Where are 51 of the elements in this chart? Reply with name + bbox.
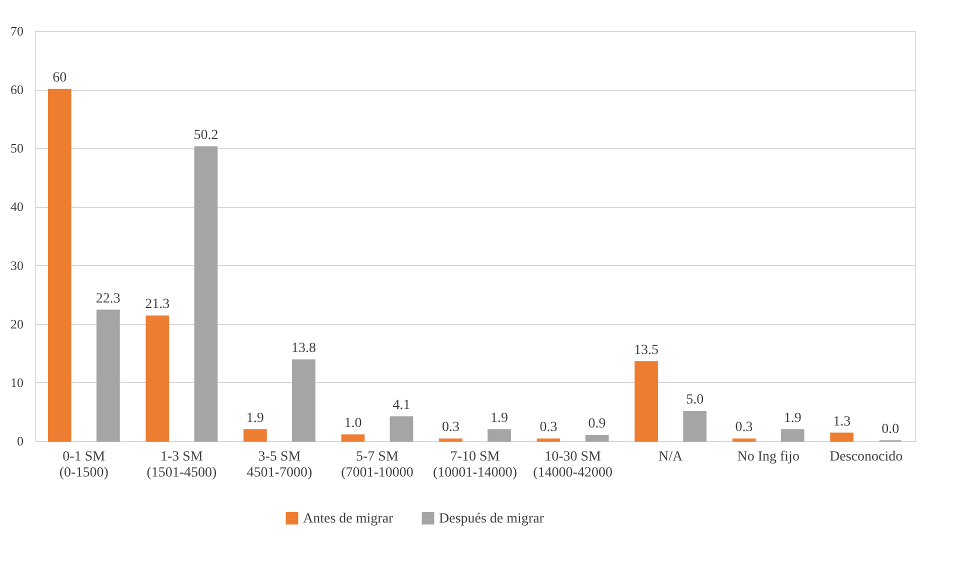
data-label: 0.3: [735, 420, 753, 436]
data-label: 1.3: [833, 414, 851, 430]
y-tick-label: 10: [10, 374, 24, 390]
x-tick-label: 0-1 SM (0-1500): [59, 450, 109, 480]
bar: [390, 416, 414, 442]
y-tick-label: 50: [10, 140, 24, 156]
data-label: 0.3: [442, 420, 460, 436]
data-label: 1.9: [246, 410, 264, 426]
bar: [683, 410, 707, 442]
data-label: 50.2: [194, 128, 218, 143]
data-label: 1.9: [490, 410, 508, 426]
bar: [292, 359, 316, 442]
x-tick-label: 10-30 SM (14000-42000: [533, 450, 612, 480]
bar: [341, 434, 365, 442]
bar: [585, 434, 609, 442]
legend-label: Después de migrar: [439, 511, 544, 526]
data-label: 0.3: [540, 420, 558, 436]
y-tick-label: 70: [10, 24, 24, 38]
data-label: 60: [52, 70, 67, 86]
data-label: 0.0: [882, 422, 900, 437]
y-tick-label: 40: [10, 199, 24, 214]
legend-label: Antes de migrar: [303, 511, 394, 526]
bar: [48, 88, 72, 442]
x-tick-label: N/A: [658, 450, 684, 464]
data-label: 1.9: [784, 410, 802, 426]
data-label: 21.3: [145, 297, 170, 312]
bar: [634, 361, 658, 442]
x-tick-label: 7-10 SM (10001-14000): [433, 450, 518, 480]
data-label: 5.0: [686, 392, 704, 408]
data-label: 22.3: [96, 291, 120, 306]
x-tick-label: Desconocido: [830, 450, 903, 464]
data-label: 0.9: [588, 416, 606, 432]
bar: [243, 429, 267, 442]
bar: [146, 315, 170, 442]
data-label: 1.0: [344, 416, 362, 432]
bar: [780, 429, 804, 442]
bar: [488, 429, 511, 442]
y-tick-label: 30: [10, 258, 24, 273]
y-tick-label: 60: [10, 82, 24, 98]
bar: [830, 432, 854, 442]
y-tick-label: 0: [17, 434, 24, 448]
bar: [96, 310, 120, 442]
data-label: 13.5: [634, 342, 659, 358]
data-label: 4.1: [392, 398, 410, 413]
x-tick-label: 1-3 SM (1501-4500): [146, 450, 217, 480]
x-tick-label: 3-5 SM 4501-7000): [246, 450, 312, 480]
bar: [194, 146, 218, 442]
x-tick-label: No Ing fijo: [737, 450, 800, 464]
x-tick-label: 5-7 SM (7001-10000: [341, 450, 414, 480]
data-label: 13.8: [291, 341, 316, 356]
y-tick-label: 20: [10, 316, 24, 332]
